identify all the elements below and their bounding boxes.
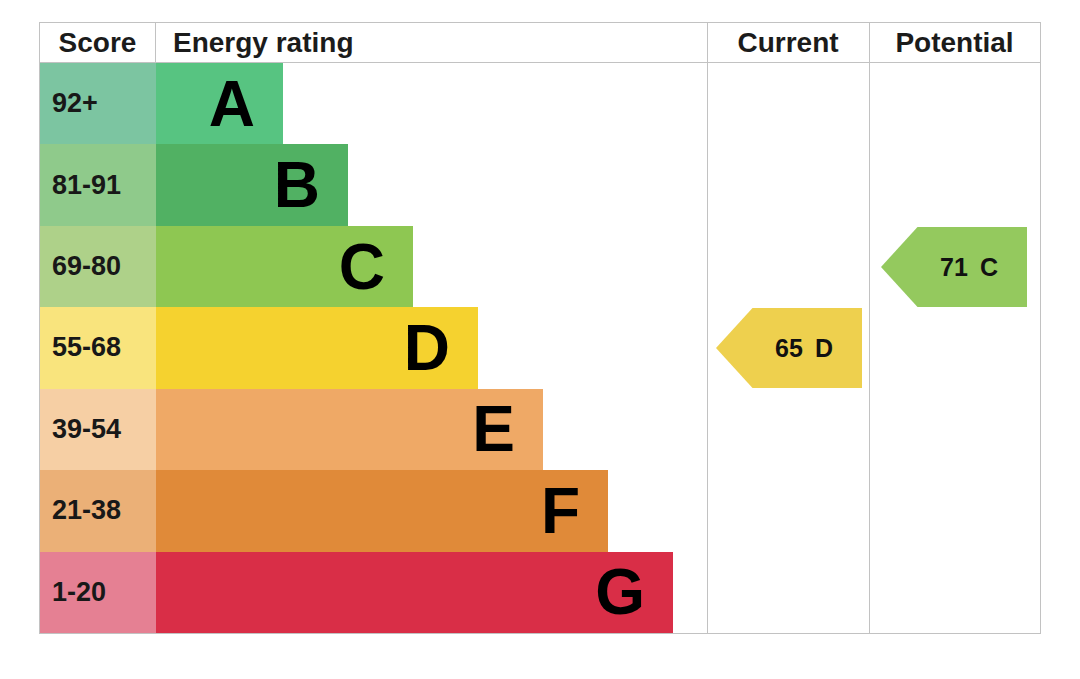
current-column-divider — [707, 23, 708, 633]
band-rows: 92+ A 81-91 B 69-80 C 55-68 D 39-54 — [40, 63, 1040, 633]
potential-rating-value: 71 — [940, 253, 968, 282]
band-score-range: 81-91 — [40, 144, 156, 225]
band-row-e: 39-54 E — [40, 389, 1040, 470]
band-bar: F — [156, 470, 608, 551]
band-score-range: 39-54 — [40, 389, 156, 470]
band-letter: D — [404, 316, 450, 380]
band-bar: C — [156, 226, 413, 307]
band-letter: G — [595, 560, 645, 624]
chart-header-row: Score Energy rating Current Potential — [40, 23, 1040, 63]
band-letter: E — [472, 397, 515, 461]
header-energy-rating: Energy rating — [156, 23, 707, 62]
current-rating-band: D — [815, 334, 833, 363]
band-row-b: 81-91 B — [40, 144, 1040, 225]
band-bar: B — [156, 144, 348, 225]
header-potential: Potential — [869, 23, 1040, 62]
band-score-range: 92+ — [40, 63, 156, 144]
band-score-range: 1-20 — [40, 552, 156, 633]
band-letter: A — [209, 72, 255, 136]
band-score-range: 55-68 — [40, 307, 156, 388]
band-letter: B — [274, 153, 320, 217]
band-row-f: 21-38 F — [40, 470, 1040, 551]
band-row-g: 1-20 G — [40, 552, 1040, 633]
band-letter: C — [339, 235, 385, 299]
potential-column-divider — [869, 23, 870, 633]
band-score-range: 69-80 — [40, 226, 156, 307]
current-rating-value: 65 — [775, 334, 803, 363]
potential-rating-band: C — [980, 253, 998, 282]
epc-rating-chart: Score Energy rating Current Potential 92… — [39, 22, 1041, 634]
band-bar: E — [156, 389, 543, 470]
header-current: Current — [707, 23, 869, 62]
band-bar: A — [156, 63, 283, 144]
band-bar: D — [156, 307, 478, 388]
band-score-range: 21-38 — [40, 470, 156, 551]
band-bar: G — [156, 552, 673, 633]
header-score: Score — [40, 23, 156, 62]
band-letter: F — [541, 479, 580, 543]
band-row-a: 92+ A — [40, 63, 1040, 144]
band-row-d: 55-68 D — [40, 307, 1040, 388]
